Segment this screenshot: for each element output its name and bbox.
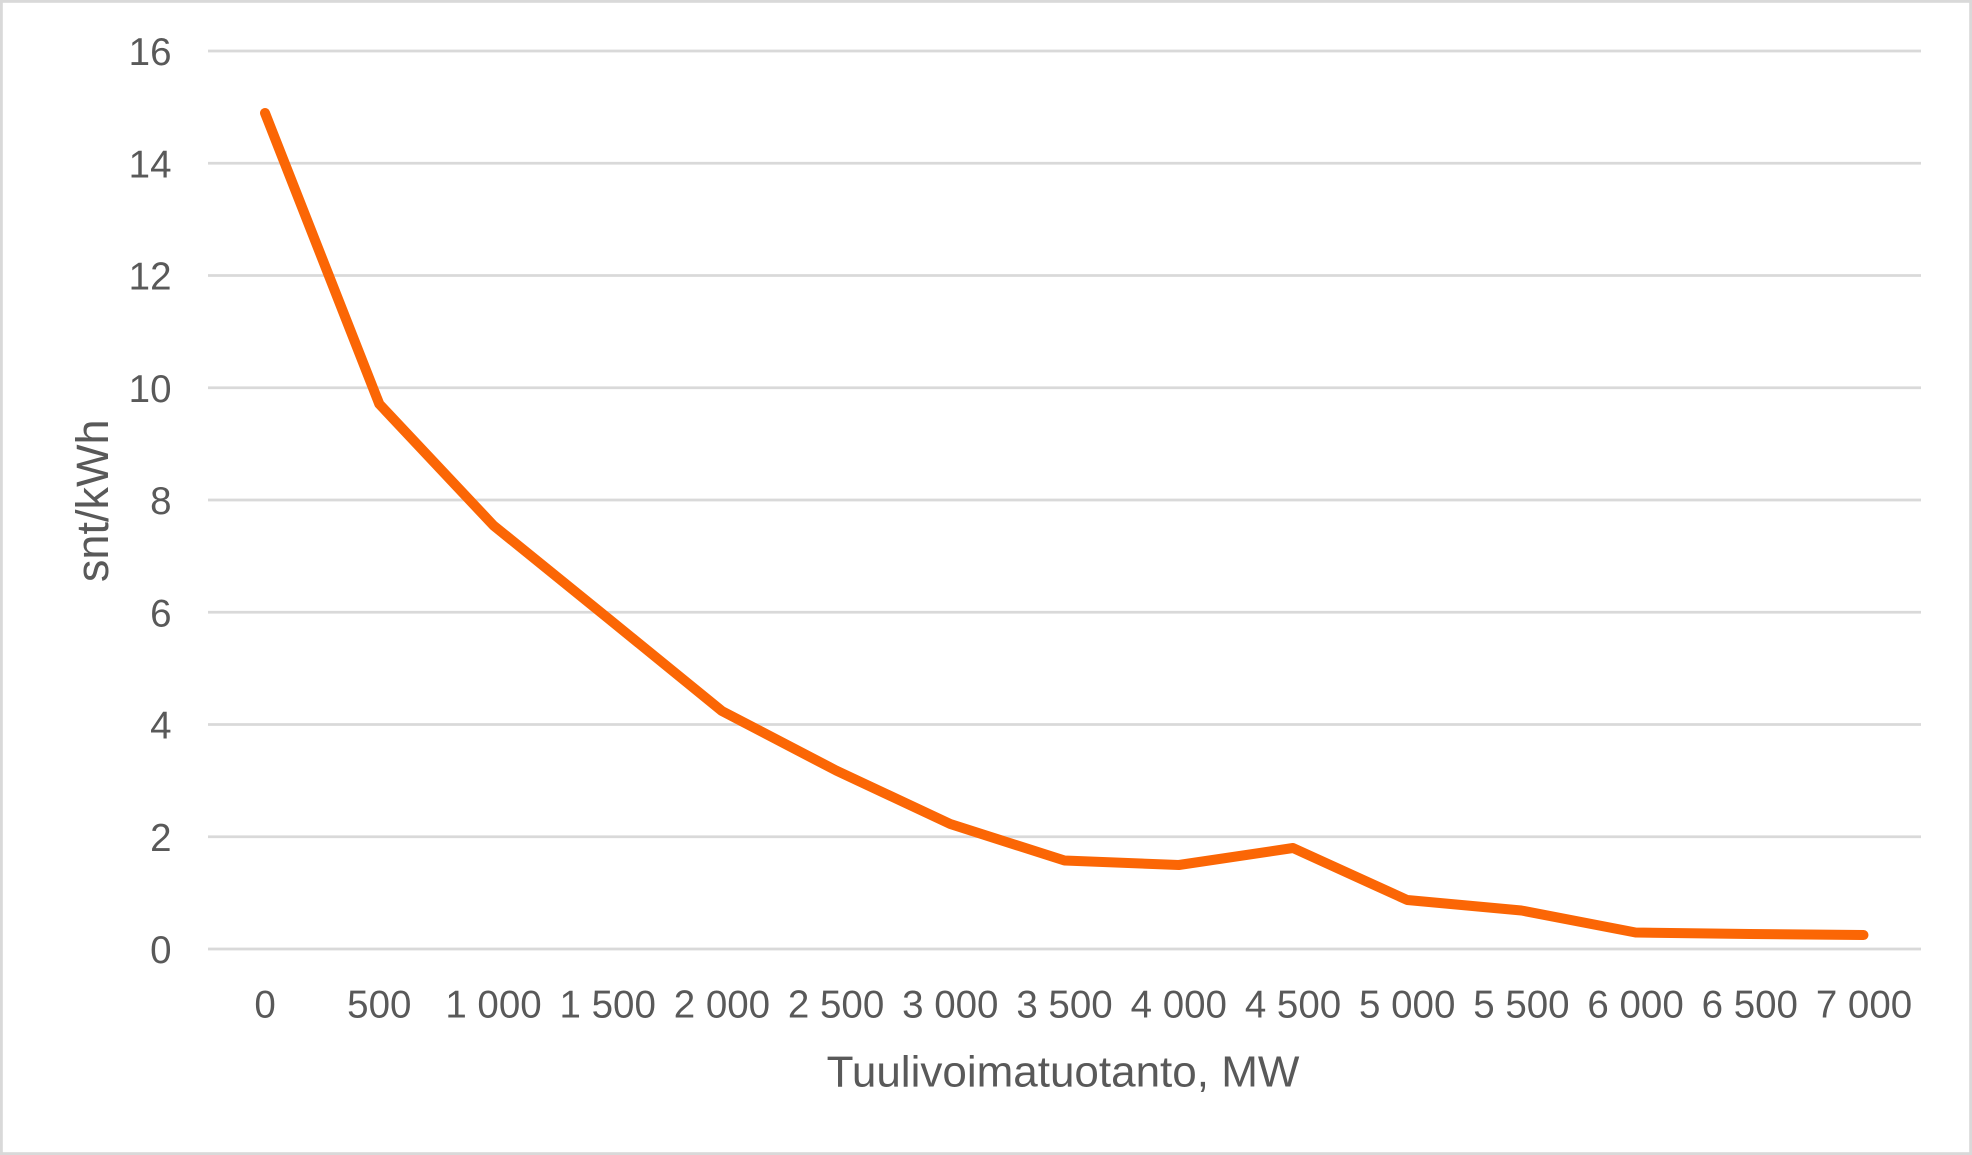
- svg-text:6 500: 6 500: [1702, 984, 1798, 1027]
- svg-text:4 500: 4 500: [1245, 984, 1341, 1027]
- svg-text:14: 14: [129, 143, 172, 186]
- svg-text:500: 500: [347, 984, 411, 1027]
- svg-text:10: 10: [129, 368, 172, 411]
- svg-text:2 500: 2 500: [788, 984, 884, 1027]
- svg-text:6 000: 6 000: [1587, 984, 1683, 1027]
- svg-text:2 000: 2 000: [674, 984, 770, 1027]
- svg-text:7 000: 7 000: [1816, 984, 1912, 1027]
- svg-text:snt/kWh: snt/kWh: [67, 420, 118, 583]
- svg-text:4 000: 4 000: [1131, 984, 1227, 1027]
- svg-text:1 500: 1 500: [560, 984, 656, 1027]
- svg-text:12: 12: [129, 256, 172, 299]
- svg-text:2: 2: [150, 817, 171, 860]
- svg-text:4: 4: [150, 705, 171, 748]
- svg-text:0: 0: [254, 984, 275, 1027]
- svg-text:1 000: 1 000: [445, 984, 541, 1027]
- svg-text:16: 16: [129, 31, 172, 74]
- svg-text:6: 6: [150, 592, 171, 635]
- svg-text:Tuulivoimatuotanto, MW: Tuulivoimatuotanto, MW: [827, 1048, 1300, 1097]
- svg-text:3 000: 3 000: [902, 984, 998, 1027]
- svg-text:5 500: 5 500: [1473, 984, 1569, 1027]
- svg-text:3 500: 3 500: [1016, 984, 1112, 1027]
- svg-text:0: 0: [150, 929, 171, 972]
- svg-text:5 000: 5 000: [1359, 984, 1455, 1027]
- svg-text:8: 8: [150, 480, 171, 523]
